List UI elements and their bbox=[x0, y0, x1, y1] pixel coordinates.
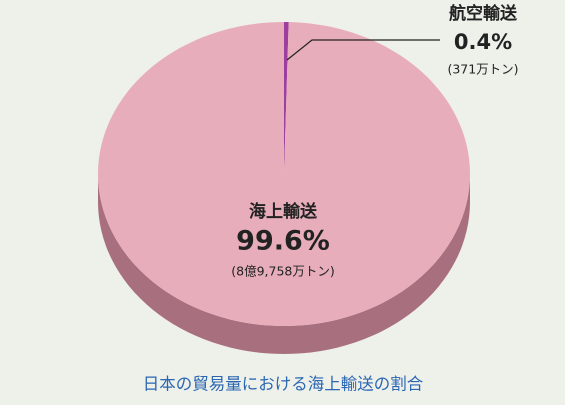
pie bbox=[97, 22, 470, 354]
value-label: 0.4% bbox=[454, 30, 512, 54]
labels: 航空輸送 0.4% (371万トン) 海上輸送 99.6% (8億9,758万トン) bbox=[231, 3, 518, 279]
leader-line bbox=[286, 39, 440, 61]
category-label: 海上輸送 bbox=[249, 201, 318, 222]
value-label: 99.6% bbox=[236, 226, 330, 257]
chart-title: 日本の貿易量における海上輸送の割合 bbox=[143, 375, 424, 394]
amount-label: (371万トン) bbox=[447, 62, 518, 77]
amount-label: (8億9,758万トン) bbox=[231, 264, 335, 279]
pie-slice bbox=[97, 22, 470, 326]
pie-side bbox=[98, 174, 470, 354]
category-label: 航空輸送 bbox=[449, 3, 518, 24]
